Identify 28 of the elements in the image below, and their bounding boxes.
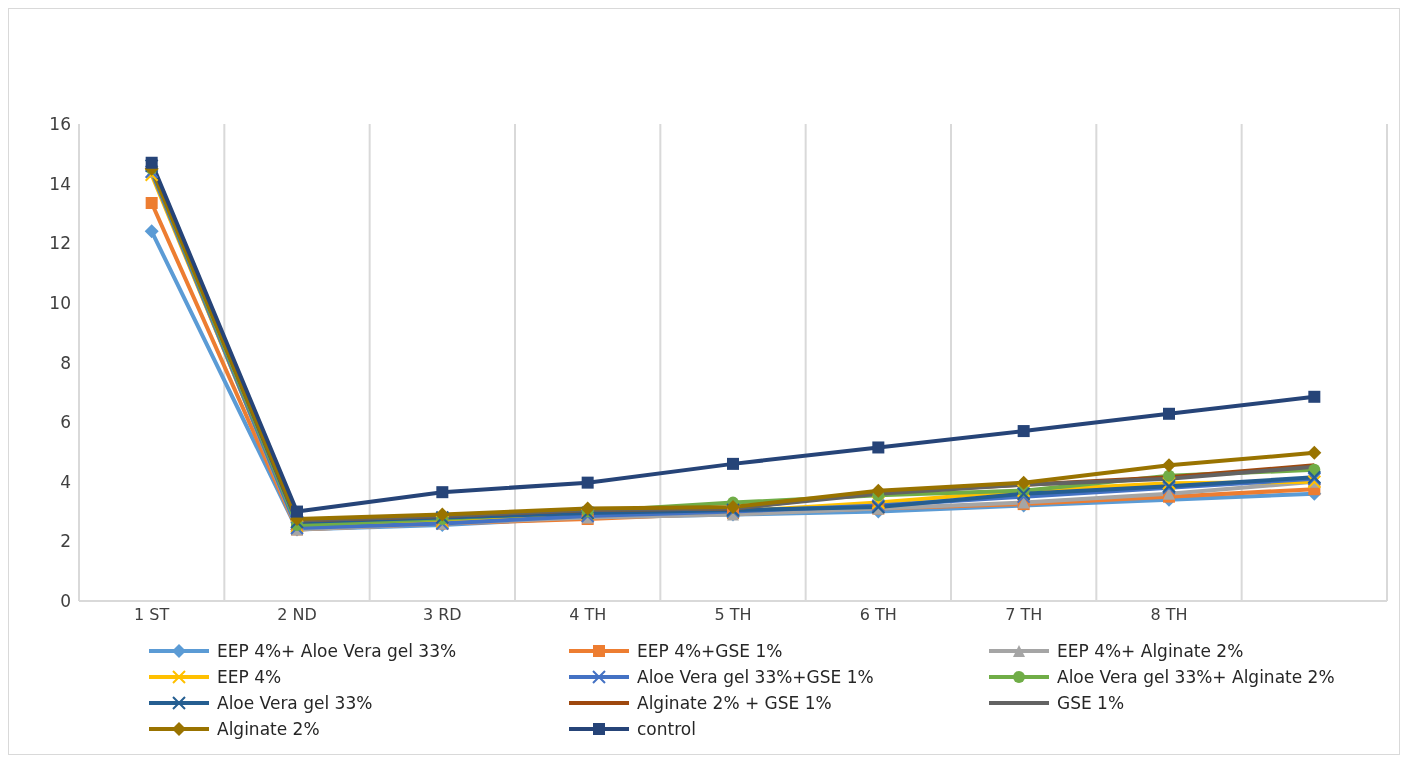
legend-label: control bbox=[637, 719, 696, 739]
y-tick-label: 0 bbox=[60, 591, 71, 612]
legend-label: GSE 1% bbox=[1057, 693, 1125, 713]
legend-label: Aloe Vera gel 33% bbox=[217, 693, 373, 713]
legend-label: EEP 4%+ Alginate 2% bbox=[1057, 641, 1244, 661]
x-tick-label: 4 TH bbox=[569, 605, 607, 625]
x-tick-label: 7 TH bbox=[1005, 605, 1043, 625]
legend-label: Alginate 2% bbox=[217, 719, 320, 739]
legend-label: EEP 4%+GSE 1% bbox=[637, 641, 783, 661]
x-tick-label: 1 ST bbox=[134, 605, 170, 625]
y-tick-label: 16 bbox=[49, 114, 71, 135]
x-tick-label: 8 TH bbox=[1150, 605, 1188, 625]
legend-label: Aloe Vera gel 33%+ Alginate 2% bbox=[1057, 667, 1335, 687]
legend-label: Aloe Vera gel 33%+GSE 1% bbox=[637, 667, 874, 687]
y-tick-label: 2 bbox=[60, 531, 71, 552]
y-tick-label: 10 bbox=[49, 292, 71, 313]
x-tick-label: 2 ND bbox=[277, 605, 317, 625]
legend-label: EEP 4%+ Aloe Vera gel 33% bbox=[217, 641, 457, 661]
y-tick-label: 14 bbox=[49, 173, 71, 194]
x-tick-label: 5 TH bbox=[714, 605, 752, 625]
x-tick-label: 6 TH bbox=[859, 605, 897, 625]
legend-label: EEP 4% bbox=[217, 667, 282, 687]
legend-label: Alginate 2% + GSE 1% bbox=[637, 693, 832, 713]
y-tick-label: 6 bbox=[60, 412, 71, 433]
y-tick-label: 4 bbox=[60, 471, 71, 492]
y-tick-label: 8 bbox=[60, 352, 71, 373]
x-tick-label: 3 RD bbox=[422, 605, 462, 625]
y-tick-label: 12 bbox=[49, 233, 71, 254]
